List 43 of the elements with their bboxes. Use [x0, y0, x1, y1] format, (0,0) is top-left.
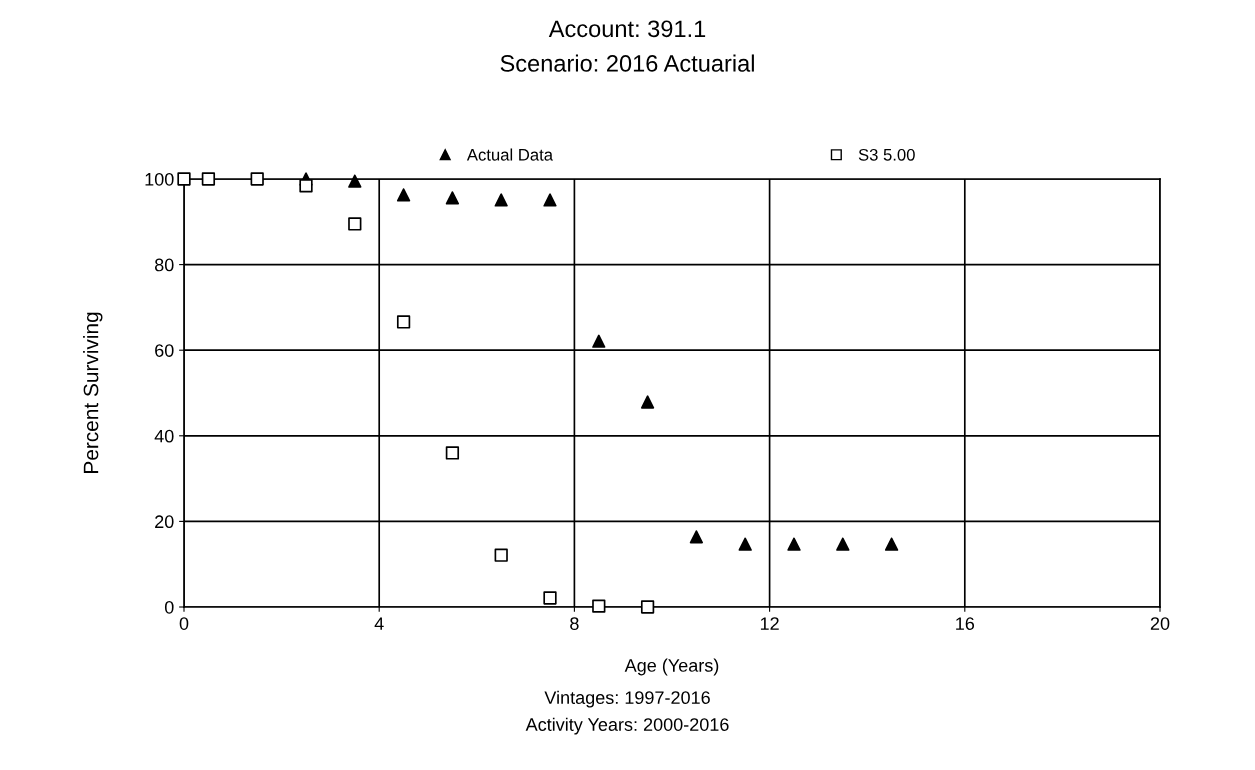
- text: Activity Years: 2000-2016: [525, 717, 729, 735]
- point: [787, 537, 801, 551]
- point: [543, 193, 557, 207]
- point: [299, 179, 313, 193]
- point: [640, 395, 655, 409]
- point: [445, 446, 460, 460]
- point: [738, 537, 752, 551]
- text: Vintages: 1997-2016: [544, 690, 710, 708]
- x-tick-label: 20: [1150, 617, 1170, 630]
- chart-subtitle: Scenario: 2016 Actuarial: [500, 54, 754, 72]
- point: [250, 172, 264, 186]
- chart-title: Account: 391.1: [548, 20, 706, 38]
- x-tick-label: 4: [374, 617, 384, 630]
- y-axis-title: Percent Surviving: [83, 312, 103, 473]
- point: [177, 172, 191, 186]
- point: [201, 172, 216, 186]
- point: [592, 334, 606, 348]
- x-tick-label: 12: [760, 617, 779, 630]
- point: [348, 217, 362, 231]
- y-tick-label: 80: [154, 258, 174, 272]
- x-tick-label: 8: [570, 617, 579, 630]
- legend-label: Actual Data: [466, 148, 554, 161]
- x-tick-label: 0: [179, 617, 189, 630]
- point: [836, 537, 850, 551]
- y-tick-label: 40: [154, 429, 174, 443]
- point: [396, 315, 411, 329]
- point: [884, 537, 899, 551]
- point: [348, 174, 362, 188]
- legend-label: S3 5.00: [858, 148, 915, 161]
- point: [543, 591, 557, 605]
- x-axis-title: Age (Years): [624, 658, 719, 676]
- point: [689, 530, 704, 544]
- point: [494, 548, 508, 562]
- y-tick-label: 20: [155, 515, 174, 529]
- y-tick-label: 0: [164, 600, 174, 614]
- y-tick-label: 100: [145, 172, 174, 186]
- x-tick-label: 16: [956, 617, 975, 630]
- y-tick-label: 60: [155, 344, 174, 357]
- point: [396, 188, 411, 202]
- point: [592, 599, 606, 613]
- point: [494, 193, 508, 207]
- point: [445, 191, 460, 205]
- point: [640, 600, 655, 614]
